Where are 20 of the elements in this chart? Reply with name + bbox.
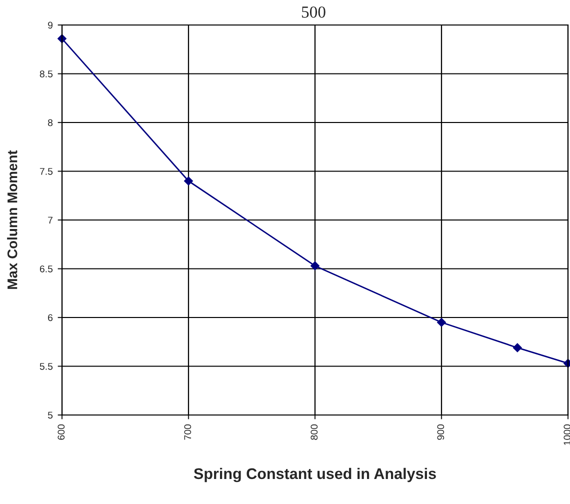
y-tick-label: 6.5 (40, 265, 53, 272)
y-tick-label: 7 (48, 216, 52, 224)
y-tick-label: 8 (48, 119, 53, 126)
y-tick-label: 9 (48, 22, 53, 29)
x-axis-title: Spring Constant used in Analysis (194, 468, 436, 482)
y-tick-label: 8.5 (40, 70, 53, 78)
y-tick-label: 6 (48, 314, 53, 322)
x-tick-label: 900 (437, 424, 444, 440)
x-tick-label: 600 (58, 424, 65, 440)
chart-title: 500 (302, 6, 326, 18)
point (512, 343, 522, 352)
x-tick-label: 800 (310, 424, 318, 440)
y-tick-label: 5 (48, 412, 53, 419)
x-tick-label: 700 (184, 424, 192, 440)
y-tick-label: 7.5 (40, 168, 53, 175)
point (184, 176, 193, 186)
point (310, 261, 320, 270)
point (437, 318, 446, 327)
y-axis-title: Max Column Moment (7, 150, 18, 289)
y-tick-label: 5.5 (40, 363, 53, 370)
